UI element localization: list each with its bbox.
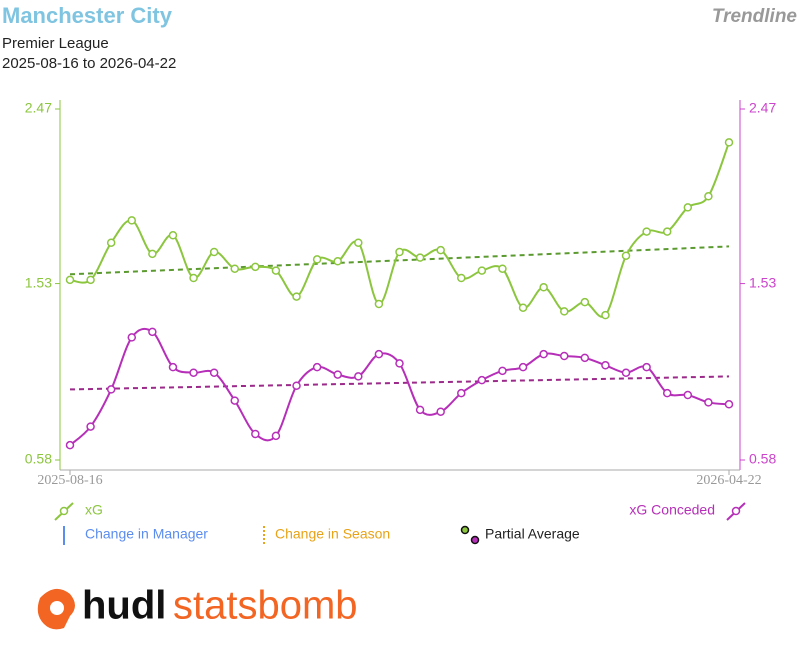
point — [354, 372, 363, 381]
logo-icon — [37, 588, 75, 630]
point — [683, 390, 693, 400]
point — [292, 292, 301, 301]
point — [457, 273, 466, 283]
y2-tick-label: 2.47 — [749, 100, 776, 116]
point — [518, 362, 528, 372]
y-tick-label: 1.53 — [25, 274, 52, 290]
point — [189, 273, 198, 283]
point — [704, 192, 713, 201]
point — [251, 429, 260, 439]
point — [251, 262, 260, 272]
point — [498, 264, 507, 273]
point — [662, 227, 672, 236]
point — [724, 400, 734, 409]
point — [621, 368, 631, 377]
legend-label: xG Conceded — [629, 502, 715, 518]
point — [436, 407, 445, 416]
point — [601, 361, 610, 370]
legend-label: Change in Season — [275, 526, 390, 542]
point — [642, 362, 651, 372]
y-tick-label: 2.47 — [25, 100, 52, 116]
series-line — [69, 327, 730, 446]
point — [86, 422, 95, 431]
point — [354, 238, 363, 247]
point — [230, 264, 239, 273]
point — [65, 440, 75, 450]
point — [127, 333, 137, 342]
point — [106, 385, 116, 394]
point — [292, 381, 301, 390]
point — [601, 310, 610, 320]
point — [477, 375, 487, 385]
point — [518, 303, 528, 312]
point — [127, 216, 137, 225]
logo-statsbomb: statsbomb — [173, 584, 358, 628]
legend-icon — [731, 506, 741, 516]
point — [271, 266, 281, 275]
legend-label: Partial Average — [485, 526, 580, 542]
point — [333, 257, 342, 266]
point — [415, 405, 425, 415]
logo-hudl: hudl — [82, 584, 166, 628]
date-range: 2025-08-16 to 2026-04-22 — [2, 55, 176, 72]
point — [560, 351, 569, 361]
series-line — [69, 142, 730, 318]
point — [662, 388, 672, 398]
point — [168, 362, 178, 372]
point — [312, 362, 322, 372]
point — [642, 227, 651, 236]
competition: Premier League — [2, 35, 109, 52]
point — [148, 327, 157, 337]
point — [374, 299, 384, 309]
point — [209, 368, 219, 377]
point — [621, 251, 631, 260]
point — [539, 283, 548, 292]
point — [271, 431, 281, 441]
title: Manchester City — [2, 3, 173, 28]
point — [580, 297, 590, 307]
point — [374, 349, 384, 359]
point — [106, 238, 116, 247]
y-tick-label: 0.58 — [25, 451, 52, 467]
point — [415, 253, 425, 262]
legend-label: Change in Manager — [85, 526, 208, 542]
point — [65, 275, 75, 285]
point — [333, 370, 342, 379]
x-tick-label: 2025-08-16 — [37, 473, 102, 488]
point — [539, 349, 548, 359]
point — [498, 366, 507, 376]
point — [86, 275, 95, 285]
legend-icon — [59, 506, 69, 516]
point — [457, 388, 466, 398]
legend-icon — [470, 535, 480, 545]
point — [395, 359, 404, 368]
y2-tick-label: 0.58 — [749, 451, 776, 467]
point — [477, 266, 487, 275]
point — [724, 138, 734, 147]
point — [148, 249, 157, 259]
point — [580, 353, 590, 363]
trendline — [69, 245, 730, 276]
point — [436, 245, 445, 255]
legend-icon — [460, 525, 470, 535]
legend-label: xG — [85, 502, 103, 518]
y2-tick-label: 1.53 — [749, 274, 776, 290]
point — [168, 231, 178, 240]
x-tick-label: 2026-04-22 — [696, 473, 761, 488]
point — [189, 368, 198, 377]
point — [209, 247, 219, 257]
point — [704, 398, 713, 407]
point — [230, 396, 239, 405]
point — [560, 307, 569, 316]
trendline — [69, 375, 730, 391]
point — [312, 255, 322, 264]
point — [395, 247, 404, 257]
badge: Trendline — [712, 6, 798, 27]
point — [683, 203, 693, 212]
